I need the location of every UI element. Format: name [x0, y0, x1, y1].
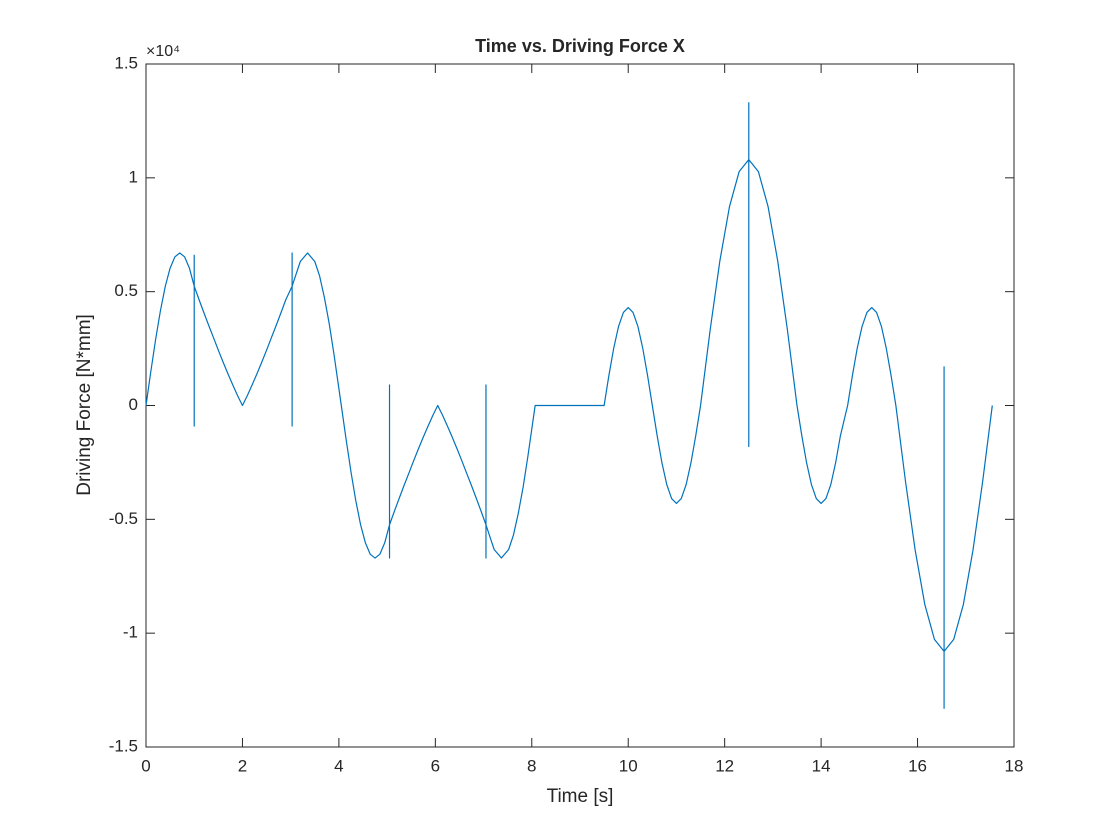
x-tick-label: 14 [812, 756, 831, 775]
chart-title: Time vs. Driving Force X [475, 36, 685, 56]
x-tick-label: 6 [431, 756, 440, 775]
y-tick-label: -1.5 [109, 736, 138, 755]
x-tick-label: 8 [527, 756, 536, 775]
y-tick-label: -0.5 [109, 509, 138, 528]
y-tick-label: -1 [123, 623, 138, 642]
data-line [145, 102, 993, 709]
y-multiplier: ×10⁴ [146, 43, 180, 60]
x-tick-label: 10 [619, 756, 638, 775]
x-tick-label: 18 [1005, 756, 1024, 775]
y-tick-label: 1 [129, 167, 138, 186]
y-tick-label: 0 [129, 395, 138, 414]
x-tick-label: 0 [141, 756, 150, 775]
y-tick-label: 1.5 [114, 53, 138, 72]
x-tick-label: 12 [715, 756, 734, 775]
y-axis-label: Driving Force [N*mm] [74, 314, 95, 496]
x-tick-label: 2 [238, 756, 247, 775]
y-tick-label: 0.5 [114, 281, 138, 300]
x-tick-label: 4 [334, 756, 343, 775]
x-tick-label: 16 [908, 756, 927, 775]
x-axis-label: Time [s] [547, 786, 614, 807]
